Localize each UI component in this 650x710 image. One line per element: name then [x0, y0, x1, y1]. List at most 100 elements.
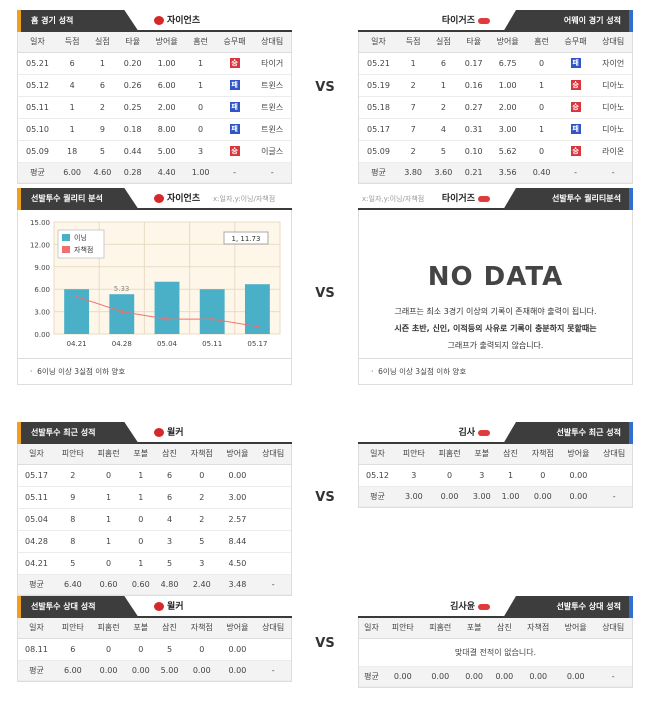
table-cell: 1 [56, 118, 88, 141]
table-row: 08.11 6 0 0 5 0 0.00 [18, 638, 291, 661]
table-cell: 패 [215, 96, 254, 119]
x-tick-label: 04.21 [67, 340, 87, 348]
table-cell: 1 [126, 486, 156, 509]
legend-swatch-inning [62, 234, 70, 241]
away-record-panel: 타이거즈 어웨이 경기 성적 일자 득점 실점 타율 방어율 홈런 승무패 상대팀 05.21… [358, 10, 633, 184]
column-header: 실점 [87, 32, 118, 53]
pitcher-vs-right-table: 일자 피안타 피홈런 포볼 삼진 자책점 방어율 상대팀 맞대결 전적이 없습니다. 평균 0.… [359, 618, 632, 687]
average-cell: 3.80 [397, 162, 429, 183]
column-header: 상대팀 [255, 444, 291, 465]
quality-right-title: 선발투수 퀄리티분석 [503, 188, 633, 210]
table-row: 05.12 4 6 0.26 6.00 1 패 트윈스 [18, 74, 291, 97]
pitcher-vs-left-title: 선발투수 상대 성적 [17, 596, 139, 618]
tooltip-text: 1, 11.73 [232, 235, 261, 243]
x-tick-label: 05.17 [247, 340, 267, 348]
earned-run-point [210, 317, 214, 321]
average-cell: - [556, 162, 595, 183]
table-cell: 05.18 [359, 96, 398, 119]
table-cell: 승 [215, 140, 254, 163]
quality-left-team: 자이언츠 [167, 194, 201, 204]
table-cell: 4 [428, 118, 459, 141]
column-header: 피홈런 [431, 444, 468, 465]
table-cell: 2 [87, 96, 118, 119]
average-cell: 평균 [18, 574, 55, 595]
table-cell: 2.00 [488, 96, 527, 119]
column-header: 삼진 [496, 444, 525, 465]
table-cell: 7 [397, 96, 429, 119]
table-cell: 2 [183, 486, 220, 509]
no-data-msg-2: 시즌 초반, 신인, 이적등의 사유로 기록이 충분하지 못할때는 [394, 324, 597, 333]
average-cell: 0.00 [90, 660, 127, 681]
column-header: 실점 [428, 32, 459, 53]
inning-chart-svg: 0.00 3.00 6.00 9.00 12.00 15.00 04.21 04.28 05.0… [30, 219, 281, 348]
table-cell: 2 [428, 96, 459, 119]
table-cell: 0 [524, 464, 561, 487]
away-record-title: 어웨이 경기 성적 [503, 10, 633, 32]
table-cell: 6 [55, 638, 91, 661]
column-header: 피안타 [384, 618, 422, 639]
table-row: 04.21 5 0 1 5 3 4.50 [18, 552, 291, 575]
y-tick-label: 12.00 [30, 241, 50, 249]
table-cell: 3 [155, 530, 184, 553]
pitcher-vs-left-name: 윌커 [167, 602, 184, 612]
x-tick-label: 04.28 [112, 340, 132, 348]
table-cell: 1 [90, 508, 127, 531]
legend-swatch-earned-run [62, 246, 70, 253]
tigers-logo-icon [478, 603, 490, 610]
average-cell: 3.48 [219, 574, 256, 595]
table-cell: 0.10 [458, 140, 489, 163]
table-cell: 3 [467, 464, 497, 487]
table-cell: 트윈스 [253, 96, 291, 119]
column-header: 포볼 [467, 444, 497, 465]
column-header: 홈런 [185, 32, 216, 53]
y-tick-label: 15.00 [30, 219, 50, 227]
table-row: 05.12 3 0 3 1 0 0.00 [359, 464, 632, 487]
average-cell: 평균 [359, 162, 398, 183]
column-header: 승무패 [215, 32, 254, 53]
table-cell: 8 [55, 508, 91, 531]
giants-logo-icon [154, 602, 164, 611]
table-cell: 4.50 [219, 552, 256, 575]
average-cell: 0.21 [458, 162, 489, 183]
table-cell: 1 [496, 464, 525, 487]
table-cell: 05.21 [18, 52, 57, 75]
column-header: 일자 [18, 618, 55, 639]
table-cell [255, 508, 291, 531]
away-record-header: 타이거즈 어웨이 경기 성적 [358, 10, 633, 32]
table-cell: 0 [431, 464, 468, 487]
no-data-title: NO DATA [427, 262, 564, 292]
table-cell: 1.00 [147, 52, 186, 75]
table-cell: 패 [556, 52, 595, 75]
table-cell: 1 [185, 52, 216, 75]
table-cell: 2 [397, 74, 429, 97]
home-record-title: 홈 경기 성적 [17, 10, 139, 32]
column-header: 홈런 [526, 32, 557, 53]
table-cell: 0.27 [458, 96, 489, 119]
table-cell: 2.00 [147, 96, 186, 119]
y-tick-label: 3.00 [34, 309, 50, 317]
table-cell: 1 [526, 118, 557, 141]
table-row: 04.28 8 1 0 3 5 8.44 [18, 530, 291, 553]
vs-label-2: VS [315, 286, 335, 301]
average-cell: 6.00 [56, 162, 88, 183]
table-cell: 3.00 [219, 486, 256, 509]
tigers-logo-icon [478, 195, 490, 202]
column-header: 자책점 [519, 618, 557, 639]
win-badge: 승 [570, 80, 581, 90]
table-cell: 패 [215, 118, 254, 141]
table-cell: 18 [56, 140, 88, 163]
pitcher-recent-left-name: 윌커 [167, 428, 184, 438]
table-cell: 0.20 [117, 52, 148, 75]
average-row: 평균 0.00 0.00 0.00 0.00 0.00 0.00- [359, 666, 632, 687]
table-cell: 0.25 [117, 96, 148, 119]
pitcher-recent-right-name: 김사 [458, 428, 475, 438]
average-row: 평균 3.00 0.00 3.00 1.00 0.00 0.00- [359, 486, 632, 507]
table-cell: 8 [55, 530, 91, 553]
legend-label-earned-run: 자책점 [74, 245, 93, 254]
table-cell [255, 486, 291, 509]
table-cell: 승 [556, 140, 595, 163]
quality-left-axis-hint: x:일자,y:이닝/자책점 [213, 195, 276, 203]
table-cell: 0 [126, 530, 156, 553]
column-header: 포볼 [459, 618, 490, 639]
average-cell: 1.00 [185, 162, 216, 183]
